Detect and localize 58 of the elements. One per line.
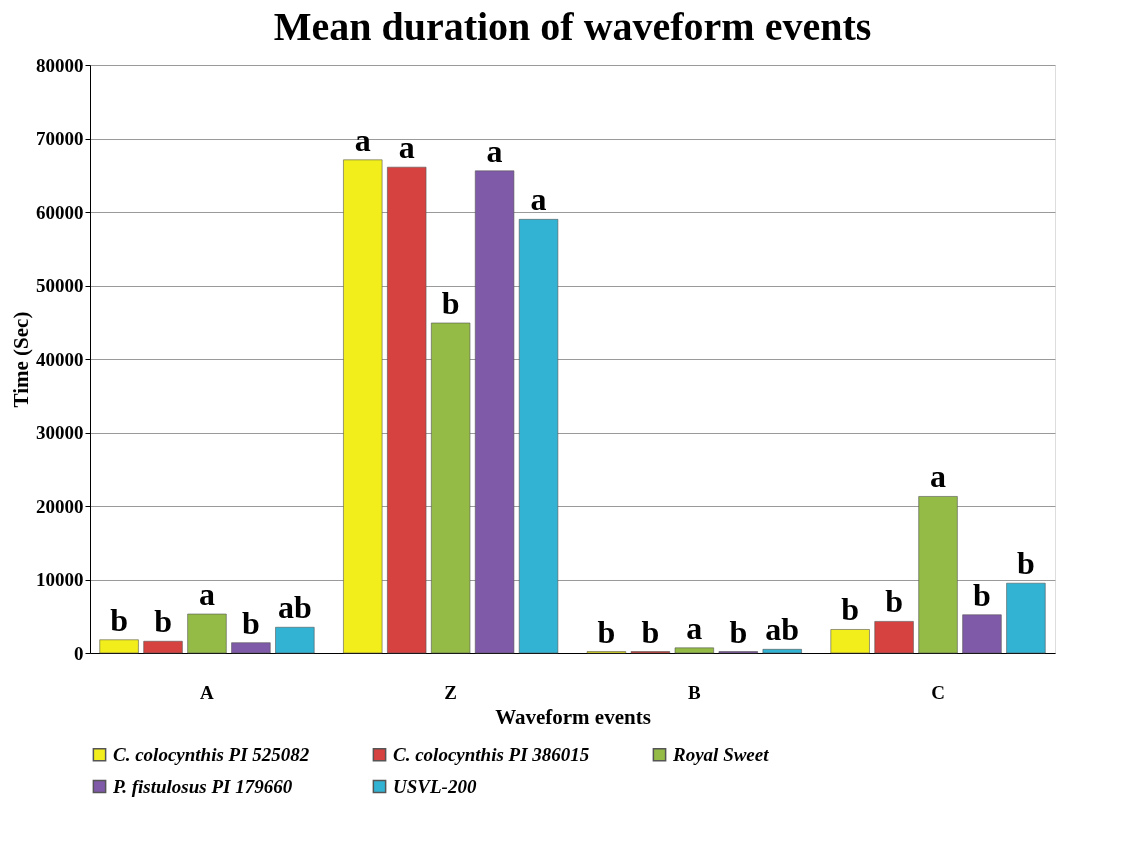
- y-tick-label: 20000: [36, 495, 84, 517]
- bar: [231, 642, 271, 654]
- data-label: b: [1017, 545, 1035, 582]
- bar: [187, 613, 227, 654]
- bar: [962, 614, 1002, 654]
- data-label: a: [930, 458, 947, 495]
- data-label: ab: [277, 589, 312, 626]
- bar: [387, 166, 427, 654]
- bar: [474, 170, 515, 654]
- y-tick-label: 0: [74, 642, 84, 664]
- data-label: b: [154, 603, 172, 640]
- y-axis-title: Time (Sec): [9, 311, 33, 408]
- bar: [674, 647, 714, 654]
- data-label: a: [354, 121, 371, 158]
- y-tick-label: 80000: [36, 54, 84, 76]
- y-tick-label: 70000: [36, 128, 84, 149]
- data-label: b: [641, 613, 660, 650]
- data-label: b: [242, 604, 260, 641]
- bar: [343, 159, 383, 654]
- bar: [1006, 582, 1046, 654]
- chart-title: Mean duration of waveform events: [273, 4, 872, 49]
- legend-label: USVL-200: [393, 775, 477, 797]
- legend-label: C. colocynthis PI 525082: [113, 743, 310, 765]
- bar: [830, 629, 870, 654]
- x-tick-label: Z: [444, 681, 457, 703]
- data-label: a: [198, 576, 215, 613]
- data-label: a: [486, 132, 503, 169]
- bar: [918, 496, 958, 654]
- x-axis-title: Waveform events: [495, 704, 651, 729]
- y-tick-label: 60000: [36, 201, 84, 223]
- y-tick-label: 30000: [36, 422, 84, 443]
- legend-label: Royal Sweet: [672, 743, 770, 765]
- bar: [431, 322, 471, 654]
- data-label: a: [686, 609, 703, 646]
- bar: [874, 621, 914, 654]
- y-tick-label: 40000: [36, 348, 84, 370]
- bar: [275, 626, 315, 654]
- y-tick-label: 10000: [36, 569, 84, 590]
- legend-label: C. colocynthis PI 386015: [393, 743, 590, 765]
- y-tick-label: 50000: [36, 275, 84, 296]
- bar: [99, 639, 139, 654]
- bar: [762, 649, 802, 654]
- bar: [143, 640, 183, 654]
- legend-label: P. fistulosus PI 179660: [112, 775, 293, 797]
- data-label: b: [110, 601, 128, 638]
- data-label: b: [597, 613, 616, 650]
- data-label: b: [729, 613, 748, 650]
- data-label: b: [973, 576, 991, 613]
- data-label: b: [441, 284, 460, 321]
- bar: [518, 219, 559, 654]
- data-label: a: [398, 129, 415, 166]
- data-label: b: [885, 583, 903, 620]
- data-label: b: [841, 591, 860, 628]
- x-tick-label: B: [688, 681, 701, 703]
- x-tick-label: A: [200, 681, 215, 703]
- x-tick-label: C: [931, 681, 945, 703]
- data-label: a: [530, 181, 547, 218]
- data-label: ab: [765, 611, 800, 648]
